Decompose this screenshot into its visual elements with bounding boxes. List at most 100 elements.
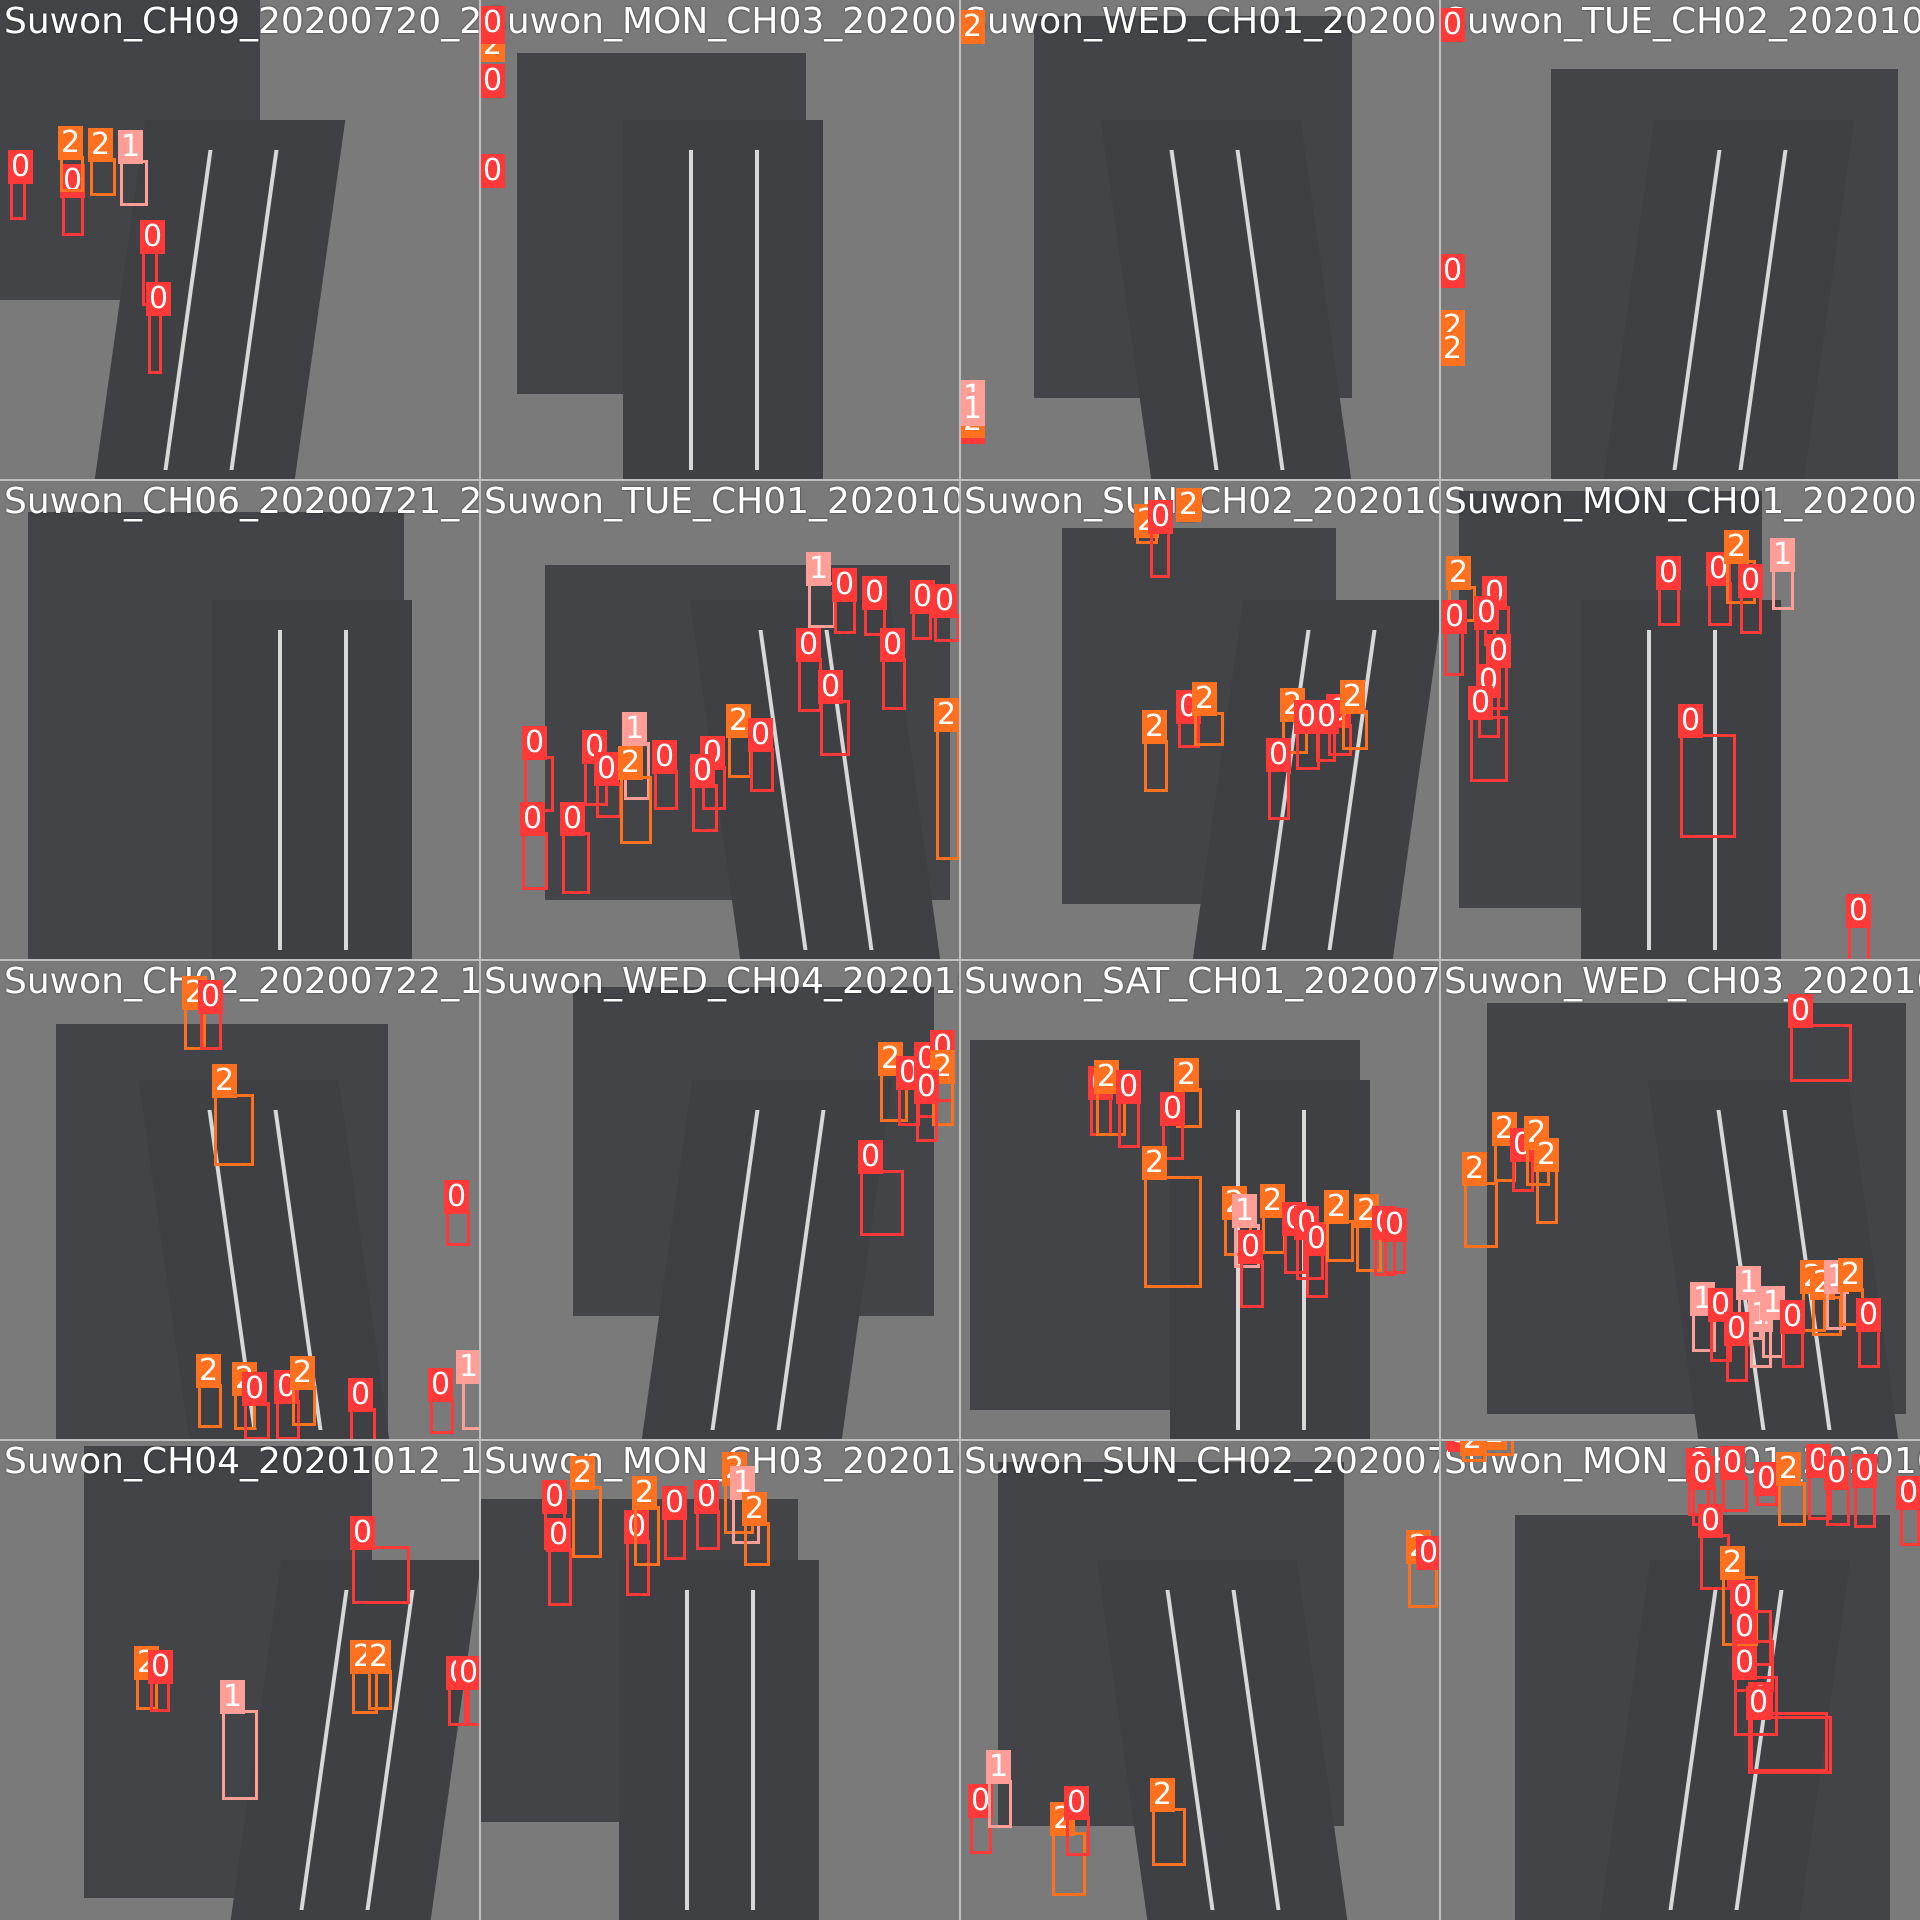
detection-class-label: 0	[694, 1480, 720, 1514]
detection-box-class-0	[1444, 630, 1464, 676]
detection-box-class-0	[464, 1686, 480, 1726]
tile-filename-label: Suwon_WED_CH01_20200721_1630_TUE_9m_NH_h…	[964, 1, 1440, 42]
detection-class-label: 0	[1852, 1454, 1878, 1488]
detection-class-label: 0	[456, 1656, 480, 1690]
lane-marking	[344, 630, 348, 950]
detection-box-class-0	[934, 614, 960, 642]
detection-class-label: 0	[932, 584, 958, 618]
detection-class-label: 0	[880, 628, 906, 662]
detection-class-label: 1	[1770, 538, 1796, 572]
detection-box-class-1	[120, 160, 148, 206]
detection-box-class-0	[664, 1516, 686, 1560]
detection-box-class-0	[1658, 586, 1680, 626]
detection-class-label: 2	[1776, 1452, 1802, 1486]
detection-box-class-0	[1854, 1484, 1876, 1528]
detection-box-class-0	[1858, 1328, 1880, 1368]
tile-filename-label: Suwon_MON_CH01_20200720_1930_MON_9m_NH_h…	[1444, 481, 1920, 522]
detection-class-label: 2	[1462, 1152, 1488, 1186]
detection-class-label: 1	[1232, 1194, 1258, 1228]
tile-filename-label: Suwon_CH04_20201012_1730_SAT_9m_NH_highw…	[4, 1441, 480, 1482]
road-surface	[212, 600, 412, 960]
detection-class-label: 0	[146, 282, 172, 316]
detection-class-label: 0	[796, 628, 822, 662]
detection-box-class-0	[1782, 1330, 1804, 1368]
road-surface	[619, 1560, 819, 1920]
detection-box-class-2	[1536, 1168, 1558, 1224]
lane-marking	[1647, 630, 1651, 950]
detection-class-label: 0	[1754, 1462, 1780, 1496]
detection-class-label: 2	[1340, 680, 1366, 714]
mosaic-tile: Suwon_WED_CH01_20200721_1630_TUE_9m_NH_h…	[960, 0, 1440, 480]
detection-class-label: 0	[1238, 1230, 1264, 1264]
detection-class-label: 2	[1482, 1440, 1508, 1450]
tile-filename-label: Suwon_TUE_CH01_20201013_1030_SUN_9m_NH_h…	[484, 481, 960, 522]
detection-box-class-0	[912, 610, 932, 640]
detection-box-class-2	[1194, 712, 1224, 746]
detection-box-class-2	[936, 728, 960, 860]
detection-box-class-0	[1150, 530, 1170, 578]
grid-separator	[0, 959, 1920, 961]
detection-class-label: 0	[1116, 1070, 1142, 1104]
detection-class-label: 2	[290, 1356, 316, 1390]
detection-class-label: 0	[1382, 1208, 1408, 1242]
tile-filename-label: Suwon_MON_CH03_20200722_1830_WED_9m_RH_h…	[484, 1, 960, 42]
detection-box-class-2	[1144, 740, 1168, 792]
detection-class-label: 0	[1148, 500, 1174, 534]
detection-class-label: 2	[742, 1492, 768, 1526]
detection-class-label: 0	[1304, 1222, 1330, 1256]
detection-class-label: 0	[546, 1518, 572, 1552]
detection-box-class-0	[1470, 716, 1508, 782]
detection-box-class-2	[744, 1522, 770, 1566]
detection-box-class-0	[352, 1546, 410, 1604]
detection-class-label: 0	[348, 1378, 374, 1412]
detection-class-label: 2	[1324, 1190, 1350, 1224]
detection-box-class-0	[860, 1170, 904, 1236]
detection-box-class-0	[916, 1100, 938, 1142]
road-surface	[623, 120, 823, 480]
detection-class-label: 0	[594, 752, 620, 786]
detection-box-class-0	[1790, 1024, 1852, 1082]
detection-class-label: 0	[1846, 894, 1872, 928]
grid-separator	[0, 1439, 1920, 1441]
lane-marking	[755, 150, 759, 470]
detection-box-class-1	[988, 1780, 1012, 1828]
detection-box-class-0	[596, 782, 622, 818]
lane-marking	[1713, 630, 1717, 950]
detection-box-class-2	[620, 776, 652, 844]
detection-class-label: 0	[1678, 704, 1704, 738]
detection-class-label: 0	[480, 154, 506, 188]
detection-box-class-0	[1740, 594, 1762, 634]
tile-filename-label: Suwon_SUN_CH02_20200720_1930_MON_9m_NH_h…	[964, 1441, 1440, 1482]
detection-box-class-0	[834, 598, 856, 634]
detection-box-class-0	[692, 784, 718, 832]
detection-class-label: 0	[522, 726, 548, 760]
detection-class-label: 1	[622, 712, 648, 746]
detection-box-class-0	[62, 194, 84, 236]
detection-class-label: 0	[914, 1070, 940, 1104]
detection-box-class-2	[1152, 1808, 1186, 1866]
detection-class-label: 2	[726, 704, 752, 738]
tile-filename-label: Suwon_SAT_CH01_20200722_1330_WED_9m_NH_h…	[964, 961, 1440, 1002]
detection-class-label: 0	[480, 64, 506, 98]
detection-box-class-0	[696, 1510, 720, 1550]
detection-box-class-1	[462, 1380, 480, 1430]
detection-class-label: 2	[1260, 1184, 1286, 1218]
detection-class-label: 0	[1824, 1456, 1850, 1490]
detection-box-class-0	[1680, 734, 1736, 838]
detection-box-class-0	[1268, 768, 1290, 820]
detection-class-label: 0	[1440, 254, 1466, 288]
mosaic-tile: Suwon_MON_CH01_20201013_1830_TUE_9m_NH_h…	[1440, 1440, 1920, 1920]
mosaic-tile: Suwon_MON_CH03_20201013_0830_TUE_9m_NH_h…	[480, 1440, 960, 1920]
detection-class-label: 0	[1690, 1456, 1716, 1490]
detection-class-label: 0	[1442, 600, 1468, 634]
detection-class-label: 2	[1720, 1546, 1746, 1580]
detection-class-label: 1	[456, 1350, 480, 1384]
detection-box-class-0	[1066, 1816, 1090, 1856]
detection-class-label: 2	[1440, 332, 1466, 366]
detection-box-class-0	[1726, 1342, 1748, 1382]
mosaic-tile: Suwon_CH04_20201012_1730_SAT_9m_NH_highw…	[0, 1440, 480, 1920]
detection-class-label: 0	[428, 1368, 454, 1402]
detection-class-label: 1	[986, 1750, 1012, 1784]
detection-class-label: 0	[1730, 1580, 1756, 1614]
detection-class-label: 2	[1142, 710, 1168, 744]
